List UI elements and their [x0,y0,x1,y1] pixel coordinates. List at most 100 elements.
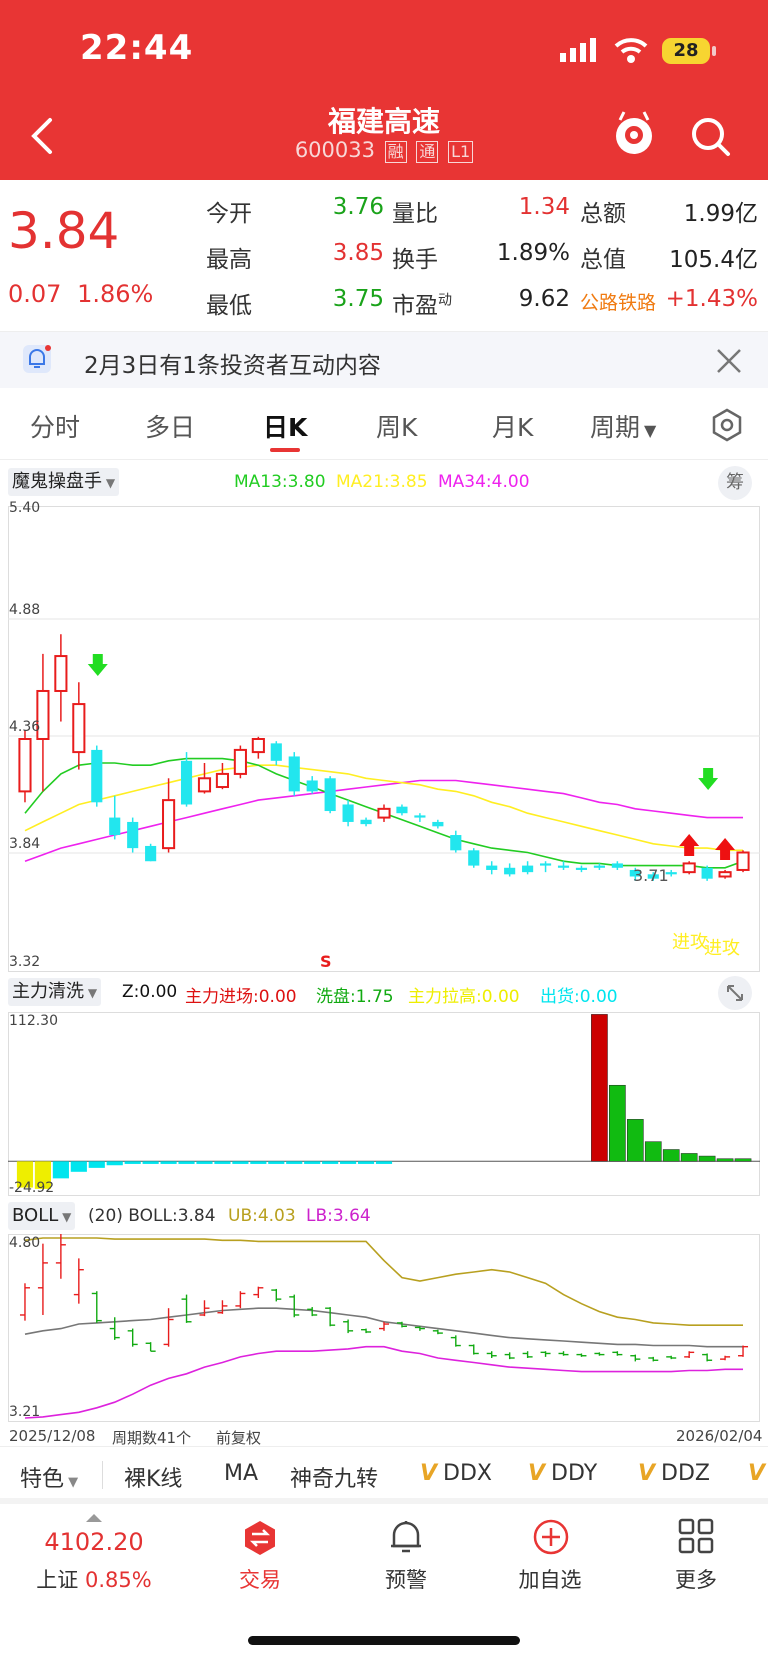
indicator-bar [340,1161,357,1164]
indicator-bar [626,1119,644,1162]
label-high: 最高 [206,247,252,273]
sub-value-pull: 主力拉高:0.00 [408,987,520,1007]
candle-body [270,743,282,761]
tab-monthly-k[interactable]: 月K [492,413,534,442]
candle-body [54,655,68,692]
candle-body [539,863,552,866]
index-name: 上证 [36,1568,79,1592]
notice-bar[interactable]: 2月3日有1条投资者互动内容 [0,332,768,388]
bottom-nav: 4102.20 上证 0.85% 交易 预警 加自选 [0,1504,768,1614]
indicator-select-boll[interactable]: BOLL ▼ [8,1202,76,1230]
indicator-bar [357,1161,375,1164]
ma21-line [24,764,743,852]
indicator-bar [16,1161,34,1188]
signal-icon [560,38,596,62]
feature-special-label: 特色 [20,1467,65,1492]
close-icon[interactable] [716,348,742,374]
ma34-label: MA34:4.00 [438,472,530,492]
candle-body [468,850,480,866]
v-badge-icon: V [528,1461,546,1486]
expand-button[interactable] [718,976,752,1010]
indicator-boll-label: BOLL [12,1205,59,1226]
value-volume-ratio: 1.34 [518,194,570,220]
indicator-bar [124,1161,141,1164]
indicator-select-sub[interactable]: 主力清洗 ▼ [8,978,102,1006]
candle-body [251,738,265,754]
candle-body [145,845,157,862]
tab-weekly-k[interactable]: 周K [376,413,418,442]
chip-distribution-button[interactable]: 筹 [718,466,752,500]
feature-naked-k[interactable]: 裸K线 [124,1467,183,1492]
nav-trade-label: 交易 [239,1568,281,1592]
candle-body [414,815,426,818]
indicator-bar [304,1161,321,1164]
tab-intraday[interactable]: 分时 [30,413,81,442]
candle-body [197,777,212,793]
quote-panel: 3.84 0.07 1.86% 今开 3.76 量比 1.34 总额 1.99亿… [0,180,768,332]
change-value: 0.07 [8,280,62,308]
candle-body [522,865,534,873]
search-icon[interactable] [690,116,732,158]
tab-period[interactable]: 周期 ▼ [590,408,656,444]
tab-daily-k[interactable]: 日K [263,413,308,442]
boll-lower-line [24,1345,743,1419]
sector-change: +1.43% [665,286,758,312]
nav-more-label: 更多 [675,1568,717,1592]
indicator-bar [142,1161,159,1164]
candle-body [377,807,391,819]
feature-ddz-label: DDZ [661,1461,710,1486]
sub-value-wash: 洗盘:1.75 [316,987,394,1007]
kline-chart[interactable] [8,506,760,972]
feature-more-v[interactable]: V [748,1461,768,1486]
feature-ddy[interactable]: V DDY [528,1461,597,1486]
sector-link[interactable]: 公路铁路 [580,292,657,314]
stock-code-row: 600033 融 通 L1 [0,138,768,163]
indicator-bar [70,1161,87,1172]
candle-body [647,874,659,879]
settings-icon[interactable] [710,408,744,442]
sell-signal-marker: S [320,952,332,971]
indicator-main-label: 魔鬼操盘手 [12,471,102,492]
feature-ma[interactable]: MA [224,1461,259,1486]
candle-body [665,872,677,875]
label-turnover: 换手 [392,247,438,273]
sub-indicator-chart[interactable] [8,1012,760,1196]
notice-text: 2月3日有1条投资者互动内容 [84,353,381,379]
candle-body [288,756,300,792]
indicator-bar [286,1161,303,1164]
indicator-bar [662,1149,680,1162]
candle-body [611,863,623,868]
boll-chart[interactable] [8,1234,760,1422]
tag-level: L1 [448,141,474,163]
indicator-bar [196,1161,213,1164]
grid-icon [678,1518,714,1554]
back-icon[interactable] [30,116,54,156]
candle-body [718,871,732,878]
sub-y-bottom: -24.92 [9,1180,55,1196]
feature-ddz[interactable]: V DDZ [638,1461,710,1486]
candle-body [306,780,318,792]
attack-label-1: 进攻 [672,932,708,953]
boll-y-bottom: 3.21 [9,1404,41,1420]
feature-ddx[interactable]: V DDX [420,1461,492,1486]
price-change: 0.07 1.86% [8,280,153,308]
sub-value-main-in: 主力进场:0.00 [185,987,297,1007]
candle-body [432,821,444,827]
indicator-select-main[interactable]: 魔鬼操盘手 ▼ [8,468,120,496]
boll-upper-line [24,1237,743,1326]
value-pe: 9.62 [518,286,570,312]
green-down-arrow-icon [698,768,719,790]
boll-value: (20) BOLL:3.84 [88,1206,216,1226]
feature-special[interactable]: 特色 ▼ [20,1461,78,1493]
sub-value-z: Z:0.00 [122,982,178,1002]
period-count: 周期数41个 [112,1429,192,1447]
attack-arrow-icon [679,834,700,856]
feature-nine-turn[interactable]: 神奇九转 [290,1467,379,1492]
adjust-type[interactable]: 前复权 [216,1429,262,1447]
mascot-icon[interactable] [612,110,656,158]
label-volume-ratio: 量比 [392,201,438,227]
tab-multiday[interactable]: 多日 [145,413,196,442]
indicator-bar [734,1158,752,1162]
v-badge-icon: V [748,1461,766,1486]
current-price: 3.84 [8,202,120,260]
